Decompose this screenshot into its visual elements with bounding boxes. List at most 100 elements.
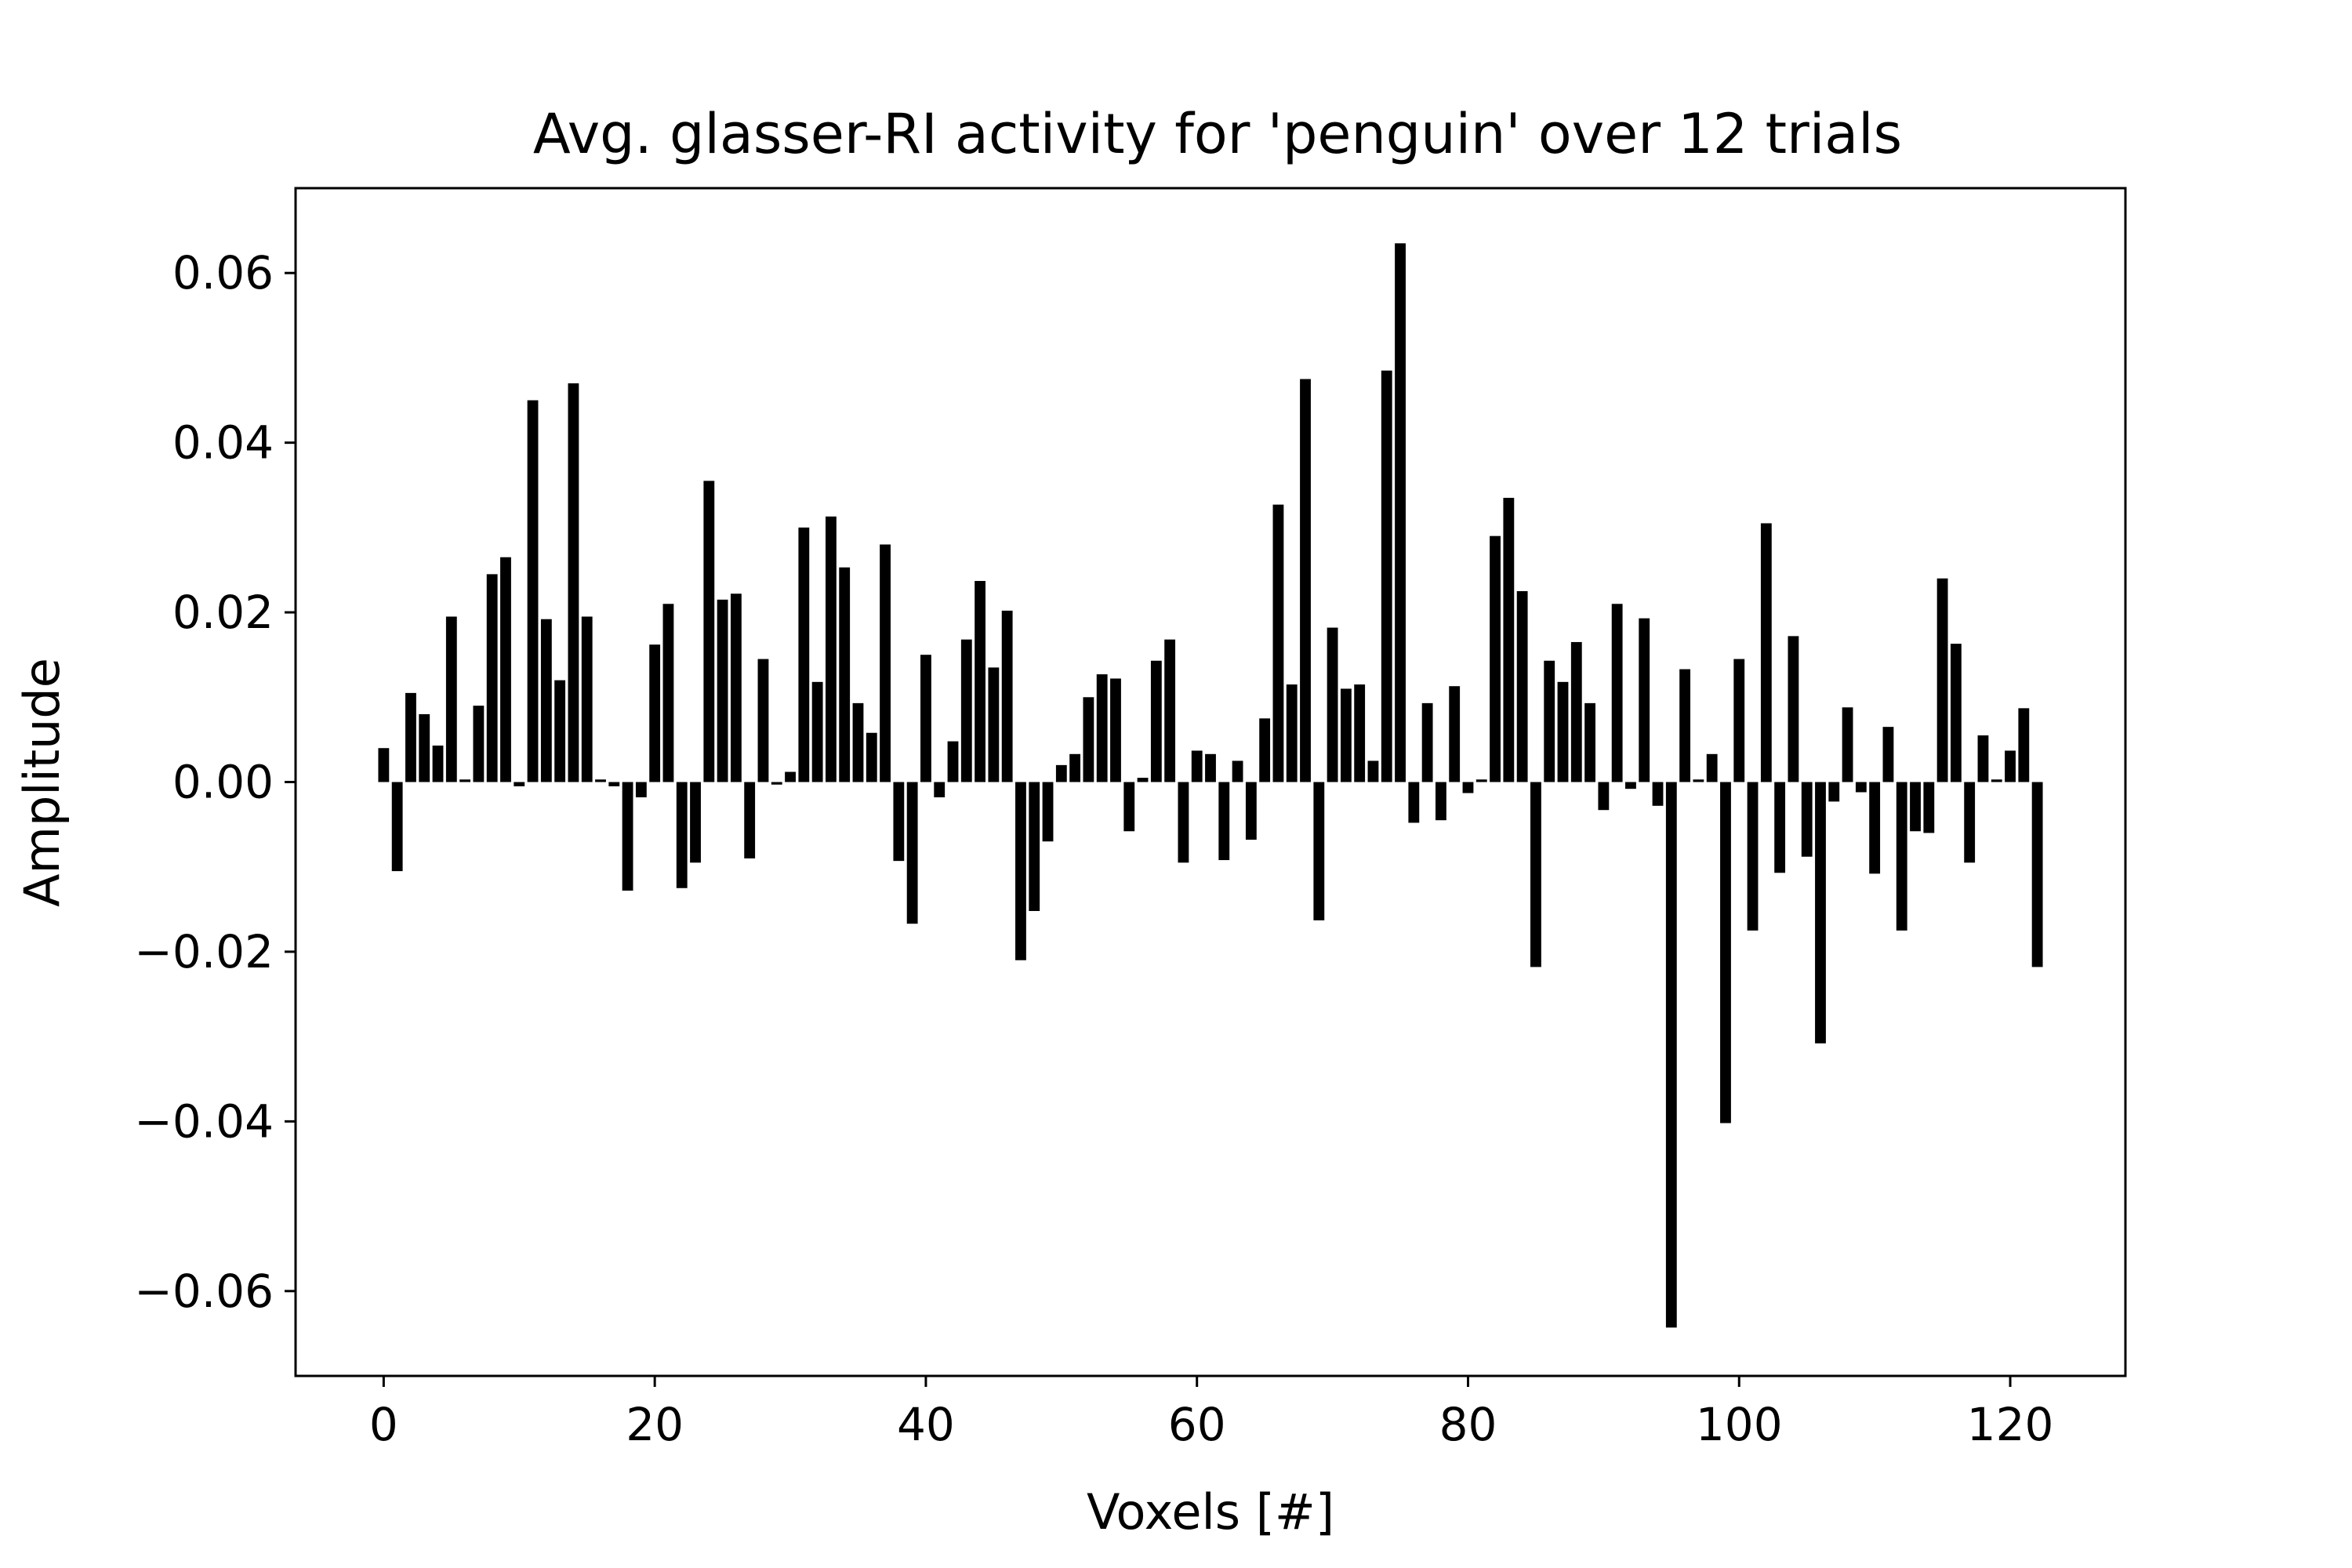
bar-voxel-116 xyxy=(1950,644,1962,782)
bar-voxel-17 xyxy=(608,782,620,786)
bar-voxel-90 xyxy=(1598,782,1610,811)
bar-voxel-58 xyxy=(1164,639,1176,782)
bar-voxel-93 xyxy=(1639,618,1650,782)
bar-voxel-47 xyxy=(1015,782,1026,960)
bar-voxel-88 xyxy=(1570,641,1582,782)
bar-voxel-8 xyxy=(486,574,498,782)
bar-voxel-115 xyxy=(1936,578,1948,782)
bar-voxel-114 xyxy=(1923,782,1935,833)
bar-voxel-60 xyxy=(1191,750,1203,782)
bar-voxel-46 xyxy=(1001,610,1013,782)
bar-voxel-19 xyxy=(635,782,647,797)
bar-voxel-63 xyxy=(1232,760,1243,782)
bar-voxel-67 xyxy=(1286,684,1298,782)
bar-voxel-2 xyxy=(405,692,416,782)
y-tick-label: 0.06 xyxy=(172,246,274,299)
bar-voxel-85 xyxy=(1530,782,1541,967)
bar-voxel-25 xyxy=(717,599,728,782)
bar-voxel-5 xyxy=(445,616,457,782)
bar-voxel-3 xyxy=(419,713,430,782)
y-axis-ticks: 0.06 0.04 0.02 0.00 −0.02 −0.04 −0.06 xyxy=(134,246,296,1318)
bar-voxel-57 xyxy=(1150,660,1162,782)
bar-voxel-77 xyxy=(1421,702,1433,782)
bar-voxel-6 xyxy=(459,779,471,782)
bar-voxel-121 xyxy=(2018,708,2030,782)
bar-voxel-73 xyxy=(1367,760,1379,782)
bar-voxel-35 xyxy=(852,702,864,782)
bar-voxel-32 xyxy=(811,681,823,782)
bar-voxel-119 xyxy=(1991,779,2002,782)
bar-voxel-103 xyxy=(1774,782,1786,873)
bar-voxel-1 xyxy=(391,782,403,872)
bar-voxel-111 xyxy=(1882,727,1894,782)
bar-voxel-52 xyxy=(1083,697,1094,782)
bar-voxel-105 xyxy=(1801,782,1813,857)
bar-voxel-120 xyxy=(2005,750,2016,782)
bar-voxel-53 xyxy=(1096,674,1108,782)
bar-voxel-113 xyxy=(1910,782,1921,832)
x-tick-label: 20 xyxy=(626,1398,684,1451)
bar-voxel-24 xyxy=(703,481,715,782)
bar-voxel-50 xyxy=(1055,764,1067,782)
y-tick-label: 0.00 xyxy=(172,756,274,809)
bar-voxel-112 xyxy=(1896,782,1907,931)
bar-voxel-107 xyxy=(1828,782,1840,802)
bar-voxel-56 xyxy=(1137,778,1149,782)
x-tick-label: 40 xyxy=(897,1398,955,1451)
bar-voxel-54 xyxy=(1110,678,1121,782)
bar-voxel-68 xyxy=(1300,379,1311,782)
bar-voxel-65 xyxy=(1259,718,1271,782)
bar-voxel-83 xyxy=(1503,497,1515,782)
bar-voxel-99 xyxy=(1720,782,1731,1123)
bar-voxel-31 xyxy=(798,527,810,782)
bar-voxel-76 xyxy=(1408,782,1420,823)
bar-voxel-72 xyxy=(1354,684,1366,782)
bar-voxel-89 xyxy=(1584,702,1595,782)
bars-group xyxy=(378,243,2043,1328)
bar-voxel-14 xyxy=(568,383,579,782)
bar-voxel-16 xyxy=(595,779,606,782)
bar-voxel-84 xyxy=(1516,591,1528,782)
bar-voxel-94 xyxy=(1652,782,1664,806)
x-tick-label: 120 xyxy=(1967,1398,2054,1451)
plot-area-frame xyxy=(294,187,2127,1377)
bar-voxel-70 xyxy=(1327,627,1338,782)
x-tick-label: 100 xyxy=(1696,1398,1783,1451)
bar-voxel-100 xyxy=(1733,659,1745,782)
bar-voxel-98 xyxy=(1706,753,1718,782)
bar-voxel-36 xyxy=(866,732,877,782)
bar-voxel-79 xyxy=(1449,686,1461,782)
bar-voxel-0 xyxy=(378,748,390,782)
bar-voxel-37 xyxy=(880,544,891,782)
bar-voxel-18 xyxy=(622,782,633,891)
bar-voxel-86 xyxy=(1544,660,1555,782)
bar-voxel-21 xyxy=(662,604,674,782)
y-axis-label: Amplitude xyxy=(13,658,71,907)
bar-voxel-104 xyxy=(1788,636,1799,782)
bar-voxel-10 xyxy=(514,782,525,786)
bar-voxel-91 xyxy=(1611,604,1623,782)
bar-voxel-117 xyxy=(1964,782,1976,863)
bar-voxel-39 xyxy=(906,782,918,924)
bar-voxel-30 xyxy=(785,771,796,782)
bar-voxel-45 xyxy=(988,667,1000,782)
bar-voxel-62 xyxy=(1218,782,1230,861)
bar-voxel-92 xyxy=(1625,782,1636,789)
bar-voxel-13 xyxy=(554,680,566,782)
bar-voxel-26 xyxy=(730,593,742,782)
bar-voxel-109 xyxy=(1855,782,1867,793)
bar-voxel-97 xyxy=(1693,779,1704,782)
bar-voxel-42 xyxy=(947,741,959,782)
bar-voxel-34 xyxy=(839,567,851,782)
bar-voxel-108 xyxy=(1842,707,1853,782)
x-tick-label: 0 xyxy=(369,1398,398,1451)
x-axis-label: Voxels [#] xyxy=(1087,1483,1334,1541)
bar-voxel-28 xyxy=(757,659,769,782)
bar-voxel-22 xyxy=(676,782,688,888)
bar-voxel-9 xyxy=(500,557,511,782)
chart-title: Avg. glasser-RI activity for 'penguin' o… xyxy=(533,102,1902,166)
bar-voxel-38 xyxy=(893,782,905,862)
bar-voxel-110 xyxy=(1869,782,1881,874)
bar-voxel-74 xyxy=(1381,370,1392,782)
bar-voxel-4 xyxy=(432,745,444,782)
